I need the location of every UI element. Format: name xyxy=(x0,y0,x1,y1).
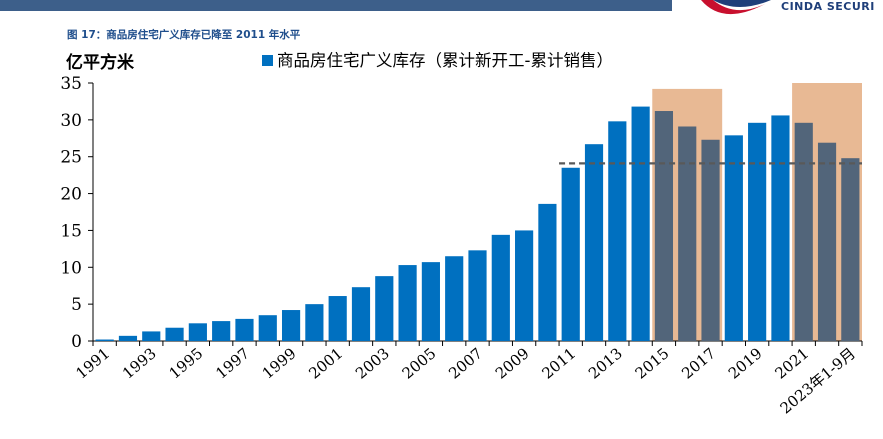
bar-2019 xyxy=(748,122,767,341)
y-tick-label: 0 xyxy=(71,332,82,352)
bar-2009 xyxy=(515,230,534,341)
bar-1998 xyxy=(258,315,277,341)
legend-swatch xyxy=(262,55,273,66)
y-tick-label: 30 xyxy=(60,111,82,131)
bar-2017 xyxy=(701,139,720,341)
y-tick-label: 5 xyxy=(71,295,82,315)
y-tick-label: 15 xyxy=(60,221,82,241)
bar-1997 xyxy=(235,318,254,341)
logo-text: CINDA SECURI xyxy=(781,0,875,13)
figure-title: 图 17：商品房住宅广义库存已降至 2011 年水平 xyxy=(67,29,301,41)
bar-1995 xyxy=(188,323,207,341)
x-tick-label: 2007 xyxy=(445,344,486,382)
bar-2013 xyxy=(608,121,627,342)
bar-1994 xyxy=(165,327,184,341)
bar-2004 xyxy=(398,265,417,341)
x-tick-label: 2021 xyxy=(771,344,812,382)
company-logo: CINDA SECURI xyxy=(683,0,883,24)
x-tick-label: 2005 xyxy=(399,344,440,382)
bar-1996 xyxy=(212,321,231,341)
bars xyxy=(95,106,860,342)
x-tick-label: 1993 xyxy=(119,344,160,382)
bar-1992 xyxy=(118,335,138,341)
x-tick-label: 2003 xyxy=(352,344,393,382)
y-tick-label: 20 xyxy=(60,185,82,205)
y-tick-label: 35 xyxy=(60,74,82,94)
bar-1999 xyxy=(281,310,301,341)
bar-2012 xyxy=(584,144,604,341)
bar-2011 xyxy=(561,167,580,341)
x-tick-label: 2011 xyxy=(538,344,579,382)
bar-2007 xyxy=(468,250,487,341)
x-tick-label: 2019 xyxy=(725,344,766,382)
bar-2000 xyxy=(305,304,324,341)
bar-2010 xyxy=(538,203,557,341)
bar-2008 xyxy=(491,234,510,341)
y-tick-label: 25 xyxy=(60,148,82,168)
bar-2002 xyxy=(351,287,371,341)
bar-1991 xyxy=(95,339,114,341)
bar-2006 xyxy=(445,256,464,341)
bar-2021 xyxy=(794,122,813,341)
x-tick-label: 1997 xyxy=(212,344,253,382)
bar-2001 xyxy=(328,296,347,341)
bar-2018 xyxy=(724,135,743,341)
bar-2014 xyxy=(631,106,650,342)
bar-2022 xyxy=(817,142,837,341)
x-tick-label: 2001 xyxy=(305,344,346,382)
bar-2023年1-9月 xyxy=(841,158,860,341)
bar-2005 xyxy=(421,262,440,341)
header-band xyxy=(0,0,672,11)
x-tick-label: 2017 xyxy=(678,344,719,382)
bar-2003 xyxy=(375,276,394,341)
bar-2020 xyxy=(771,115,790,341)
bar-1993 xyxy=(142,331,161,341)
x-tick-label: 2015 xyxy=(632,344,673,382)
x-tick-label: 1995 xyxy=(166,344,207,382)
legend: 商品房住宅广义库存（累计新开工-累计销售） xyxy=(262,51,613,70)
logo-swoosh-icon xyxy=(701,0,771,15)
legend-label: 商品房住宅广义库存（累计新开工-累计销售） xyxy=(277,51,613,70)
x-tick-label: 2009 xyxy=(492,344,533,382)
bar-2015 xyxy=(654,111,674,341)
y-tick-label: 10 xyxy=(60,258,82,278)
y-axis-title: 亿平方米 xyxy=(66,52,135,73)
x-tick-label: 2013 xyxy=(585,344,626,382)
x-tick-label: 1999 xyxy=(259,344,300,382)
bar-2016 xyxy=(678,126,697,342)
